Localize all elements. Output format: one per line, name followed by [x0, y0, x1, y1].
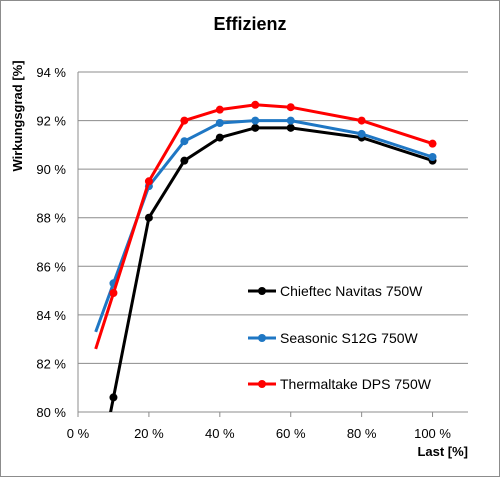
data-point	[286, 116, 295, 125]
legend-swatch-marker	[258, 380, 266, 388]
data-point	[180, 156, 189, 165]
chart-title: Effizienz	[213, 14, 286, 34]
series-layer	[94, 100, 437, 412]
grid	[77, 71, 468, 417]
legend-label: Seasonic S12G 750W	[280, 330, 419, 346]
legend-swatch-marker	[258, 287, 266, 295]
y-tick-label: 82 %	[36, 356, 66, 371]
x-tick-label: 20 %	[134, 426, 164, 441]
legend-label: Thermaltake DPS 750W	[280, 376, 432, 392]
legend-swatch-marker	[258, 334, 266, 342]
data-point	[286, 123, 295, 132]
x-tick-label: 60 %	[276, 426, 306, 441]
data-point	[180, 116, 189, 125]
data-point	[109, 393, 118, 402]
y-axis-label: Wirkungsgrad [%]	[10, 60, 25, 171]
y-tick-label: 88 %	[36, 211, 66, 226]
data-point	[180, 137, 189, 146]
data-point	[144, 177, 153, 186]
y-tick-label: 80 %	[36, 405, 66, 420]
x-tick-label: 80 %	[347, 426, 377, 441]
data-point	[215, 119, 224, 127]
y-tick-label: 86 %	[36, 259, 66, 274]
data-point	[357, 129, 366, 138]
data-point	[215, 105, 224, 114]
data-point	[286, 103, 295, 112]
y-tick-label: 94 %	[36, 65, 66, 80]
y-tick-label: 84 %	[36, 308, 66, 323]
x-tick-label: 0 %	[67, 426, 90, 441]
data-point	[109, 289, 118, 297]
x-tick-label: 40 %	[205, 426, 235, 441]
x-axis-label: Last [%]	[417, 444, 468, 459]
data-point	[144, 213, 153, 222]
data-point	[251, 100, 260, 109]
data-point	[251, 123, 260, 132]
legend-label: Chieftec Navitas 750W	[280, 283, 423, 299]
data-point	[428, 153, 437, 161]
data-point	[215, 133, 224, 142]
legend: Chieftec Navitas 750W Seasonic S12G 750W T…	[248, 283, 432, 392]
data-point	[428, 139, 437, 148]
y-tick-label: 92 %	[36, 114, 66, 129]
data-point	[357, 116, 366, 125]
tick-labels: 80 % 82 % 84 % 86 % 88 % 90 % 92 % 94 % 0 % 20 % 4…	[36, 65, 451, 441]
data-point	[251, 116, 260, 125]
x-tick-label: 100 %	[414, 426, 451, 441]
y-tick-label: 90 %	[36, 162, 66, 177]
